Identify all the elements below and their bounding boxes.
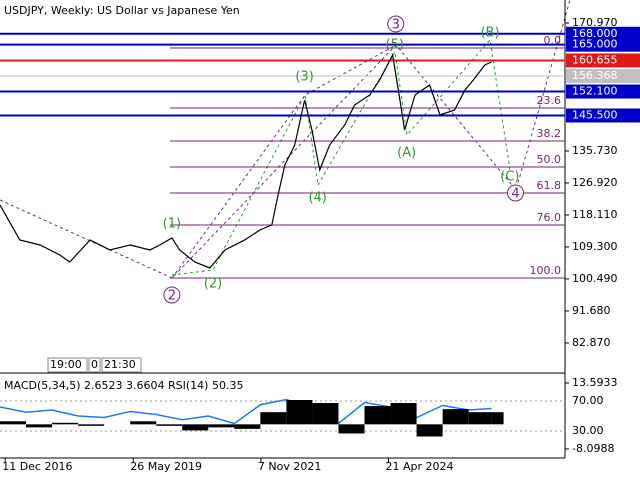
price-line xyxy=(0,53,492,269)
x-tick-label: 26 May 2019 xyxy=(130,460,202,473)
macd-bar xyxy=(416,424,443,437)
y-tick-label: 135.730 xyxy=(572,144,618,157)
time-marker-box xyxy=(101,357,142,373)
macd-bar xyxy=(130,421,157,425)
time-marker-box xyxy=(47,357,88,373)
wave-label: (A) xyxy=(397,145,416,160)
level-label: 156.368 xyxy=(572,69,618,82)
wave-label: (2) xyxy=(204,276,222,291)
fib-label: 100.0 xyxy=(530,264,562,277)
chart-title: USDJPY, Weekly: US Dollar vs Japanese Ye… xyxy=(4,4,240,17)
x-tick-label: 11 Dec 2016 xyxy=(2,460,72,473)
macd-bar xyxy=(26,424,53,428)
macd-bar xyxy=(182,424,209,431)
x-tick-label: 7 Nov 2021 xyxy=(258,460,321,473)
indicator-title: MACD(5,34,5) 2.6523 3.6604 RSI(14) 50.35 xyxy=(4,379,243,392)
y-tick-label: 170.970 xyxy=(572,16,618,29)
fib-label: 76.0 xyxy=(537,211,562,224)
y-tick-label: 100.490 xyxy=(572,272,618,285)
wave-label: (3) xyxy=(295,70,313,85)
level-label: 165.000 xyxy=(572,38,618,51)
level-box xyxy=(566,108,640,123)
level-label: 160.655 xyxy=(572,53,618,66)
x-tick-label: 21 Apr 2024 xyxy=(385,460,453,473)
macd-bar xyxy=(156,424,183,426)
macd-bar xyxy=(286,400,313,425)
y-tick-label: 82.870 xyxy=(572,336,611,349)
y2-tick-label: -8.0988 xyxy=(572,442,614,455)
time-marker: 21:30 xyxy=(104,358,136,371)
wave-label: (B) xyxy=(480,25,499,40)
wave-label: (5) xyxy=(386,38,404,53)
macd-bar xyxy=(52,422,79,425)
y-tick-label: 70.00 xyxy=(572,394,604,407)
macd-bar xyxy=(78,424,105,426)
macd-bar xyxy=(442,409,469,425)
level-box xyxy=(566,69,640,84)
fib-label: 23.6 xyxy=(537,94,562,107)
wave-circle xyxy=(387,15,405,33)
level-box xyxy=(566,37,640,52)
time-marker: 19:00 xyxy=(50,358,82,371)
wave-label: 4 xyxy=(511,186,519,201)
macd-bar xyxy=(364,406,391,425)
fib-label: 38.2 xyxy=(537,127,562,140)
wave-label: 3 xyxy=(392,18,400,33)
macd-bar xyxy=(468,412,492,425)
wave-circle xyxy=(507,184,525,202)
wave-label: (1) xyxy=(163,216,181,231)
level-label: 145.500 xyxy=(572,109,618,122)
y-tick-label: 91.680 xyxy=(572,304,611,317)
level-box xyxy=(566,84,640,99)
level-label: 152.100 xyxy=(572,85,618,98)
macd-bar xyxy=(312,403,339,425)
wave-circle xyxy=(163,286,181,304)
y2-tick-label: 13.5933 xyxy=(572,376,618,389)
y-tick-label: 30.00 xyxy=(572,424,604,437)
fib-label: 61.8 xyxy=(537,179,562,192)
wave-label: 2 xyxy=(168,288,176,303)
green-wave xyxy=(171,38,511,276)
fib-label: 50.0 xyxy=(537,153,562,166)
channel-line xyxy=(171,44,397,279)
macd-bar xyxy=(491,412,504,425)
level-label: 168.000 xyxy=(572,27,618,40)
macd-bar xyxy=(208,424,235,428)
macd-bar xyxy=(390,403,417,425)
macd-bar xyxy=(338,424,365,434)
level-box xyxy=(566,26,640,41)
wave-label: (4) xyxy=(308,190,326,205)
level-box xyxy=(566,53,640,68)
time-marker: 0 xyxy=(91,358,98,371)
macd-bar xyxy=(0,421,27,425)
y-tick-label: 109.300 xyxy=(572,240,618,253)
macd-bar xyxy=(234,424,261,429)
time-marker-box xyxy=(88,357,101,373)
macd-bar xyxy=(260,412,287,425)
y-tick-label: 126.920 xyxy=(572,176,618,189)
wave-label: (C) xyxy=(500,169,519,184)
y-tick-label: 118.110 xyxy=(572,208,618,221)
